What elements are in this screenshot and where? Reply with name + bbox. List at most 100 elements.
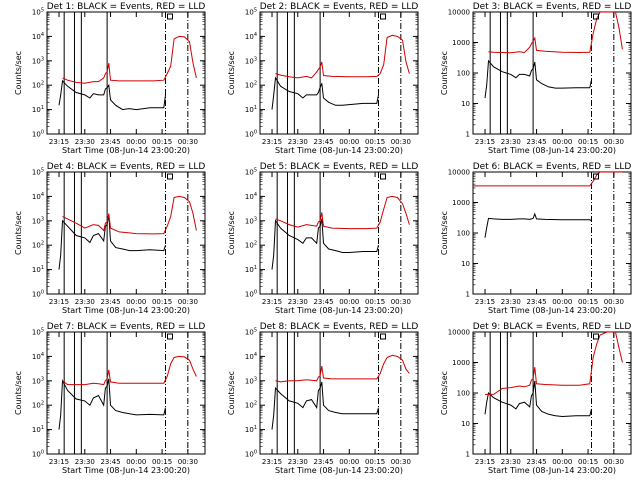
y-tick-label: 102 (32, 81, 44, 90)
y-tick-label: 100 (457, 70, 470, 78)
x-tick-label: 00:15 (365, 298, 385, 306)
top-box-marker (167, 173, 173, 180)
y-tick-label: 100 (32, 130, 44, 139)
y-tick-label: 105 (245, 328, 257, 337)
y-tick-label: 104 (245, 192, 257, 201)
lld-series-line (62, 355, 197, 386)
x-tick-label: 23:30 (75, 138, 95, 146)
top-box-marker (380, 13, 386, 20)
y-tick-label: 10000 (448, 169, 470, 177)
panel-title: Det 9: BLACK = Events, RED = LLD (473, 322, 632, 332)
lld-series-line (485, 332, 623, 395)
x-tick-label: 23:30 (75, 458, 95, 466)
x-tick-label: 00:30 (178, 458, 198, 466)
lld-series-line (62, 35, 197, 84)
y-tick-label: 10000 (448, 329, 470, 337)
x-tick-label: 00:15 (365, 458, 385, 466)
x-tick-label: 00:00 (126, 138, 146, 146)
x-tick-label: 00:30 (178, 298, 198, 306)
x-tick-label: 23:15 (49, 458, 69, 466)
lld-series-line (488, 12, 623, 54)
y-tick-label: 103 (32, 376, 44, 385)
plot-frame (46, 331, 206, 455)
y-tick-label: 101 (32, 425, 44, 434)
y-tick-label: 102 (32, 401, 44, 410)
events-series-line (484, 212, 592, 238)
x-tick-label: 23:30 (288, 298, 308, 306)
x-axis-label: Start Time (08-Jun-14 23:00:20) (275, 466, 403, 475)
panel-title: Det 5: BLACK = Events, RED = LLD (260, 162, 419, 172)
panel-title: Det 7: BLACK = Events, RED = LLD (47, 322, 206, 332)
events-series-line (484, 380, 592, 418)
y-tick-label: 104 (32, 192, 44, 201)
x-tick-label: 23:30 (288, 458, 308, 466)
y-tick-label: 100 (457, 390, 470, 398)
y-axis-label: Counts/sec (227, 211, 236, 255)
top-box-marker (167, 13, 173, 20)
x-axis-label: Start Time (08-Jun-14 23:00:20) (62, 146, 190, 155)
plot-frame (472, 11, 632, 135)
top-box-marker (593, 173, 599, 180)
x-tick-label: 00:00 (552, 298, 572, 306)
y-tick-label: 1 (466, 131, 470, 139)
y-tick-label: 100 (32, 290, 44, 299)
panel-title: Det 2: BLACK = Events, RED = LLD (260, 2, 419, 12)
y-axis-label: Counts/sec (14, 211, 23, 255)
y-tick-label: 102 (245, 81, 257, 90)
y-tick-label: 10 (461, 420, 470, 428)
detector-panel-4: Det 4: BLACK = Events, RED = LLD 100 101 10… (14, 162, 206, 315)
events-series-line (484, 59, 592, 99)
detector-panel-3: Det 3: BLACK = Events, RED = LLD 1 10 100 10… (440, 2, 632, 155)
y-tick-label: 1000 (452, 359, 470, 367)
y-tick-label: 104 (32, 32, 44, 41)
x-tick-label: 23:45 (313, 458, 333, 466)
y-axis-label: Counts/sec (440, 211, 449, 255)
panel-title: Det 4: BLACK = Events, RED = LLD (47, 162, 206, 172)
plot-frame (46, 171, 206, 295)
x-tick-label: 00:15 (578, 138, 598, 146)
events-series-line (271, 381, 379, 430)
x-tick-label: 23:45 (100, 458, 120, 466)
detector-panel-1: Det 1: BLACK = Events, RED = LLD 100 101 10… (14, 2, 206, 155)
top-box-marker (167, 333, 173, 340)
lld-series-line (275, 195, 410, 230)
panel-title: Det 8: BLACK = Events, RED = LLD (260, 322, 419, 332)
x-tick-label: 23:15 (262, 138, 282, 146)
y-tick-label: 101 (32, 105, 44, 114)
y-tick-label: 10 (461, 260, 470, 268)
x-tick-label: 23:15 (49, 298, 69, 306)
x-tick-label: 00:00 (552, 138, 572, 146)
x-tick-label: 23:45 (313, 298, 333, 306)
x-tick-label: 23:15 (49, 138, 69, 146)
x-tick-label: 00:30 (391, 458, 411, 466)
y-tick-label: 101 (245, 105, 257, 114)
x-tick-label: 23:30 (501, 138, 521, 146)
top-box-marker (593, 13, 599, 20)
x-tick-label: 00:15 (365, 138, 385, 146)
events-series-line (58, 214, 166, 270)
y-tick-label: 100 (245, 290, 257, 299)
y-tick-label: 100 (245, 130, 257, 139)
x-tick-label: 23:45 (526, 298, 546, 306)
x-tick-label: 23:45 (526, 458, 546, 466)
y-axis-label: Counts/sec (227, 51, 236, 95)
lld-series-line (473, 172, 623, 187)
y-tick-label: 101 (32, 265, 44, 274)
x-tick-label: 23:15 (475, 298, 495, 306)
x-tick-label: 23:30 (501, 458, 521, 466)
y-tick-label: 100 (457, 230, 470, 238)
x-axis-label: Start Time (08-Jun-14 23:00:20) (275, 306, 403, 315)
events-series-line (271, 76, 379, 110)
y-tick-label: 100 (32, 450, 44, 459)
detector-panel-6: Det 6: BLACK = Events, RED = LLD 1 10 100 10… (440, 162, 632, 315)
x-tick-label: 00:30 (391, 138, 411, 146)
y-tick-label: 101 (245, 265, 257, 274)
y-tick-label: 102 (245, 241, 257, 250)
x-tick-label: 23:15 (475, 138, 495, 146)
x-tick-label: 00:15 (152, 298, 172, 306)
y-tick-label: 1000 (452, 199, 470, 207)
panel-title: Det 6: BLACK = Events, RED = LLD (473, 162, 632, 172)
y-tick-label: 103 (245, 216, 257, 225)
y-tick-label: 105 (32, 328, 44, 337)
